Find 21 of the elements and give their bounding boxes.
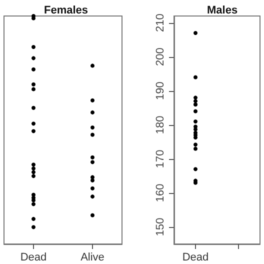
point [194, 31, 198, 36]
x-tick-label: Alive [80, 252, 104, 264]
point [194, 96, 198, 100]
point [194, 75, 198, 80]
y-tick-label: 190 [154, 82, 166, 100]
y-tick-label: 150 [154, 218, 166, 236]
point [194, 119, 198, 124]
x-tick-label: Dead [20, 252, 47, 264]
point [194, 167, 198, 172]
point [194, 99, 198, 104]
chart-title: Females [44, 4, 88, 16]
x-tick-label: Dead [182, 252, 209, 264]
y-tick-label: 210 [154, 14, 166, 32]
y-tick-label: 200 [154, 48, 166, 66]
point [194, 142, 198, 147]
y-tick-label: 160 [154, 184, 166, 202]
y-tick-label: 180 [154, 116, 166, 134]
point [194, 146, 198, 151]
y-tick-label: 170 [154, 150, 166, 168]
point [194, 109, 198, 114]
chart-title: Males [207, 4, 238, 16]
